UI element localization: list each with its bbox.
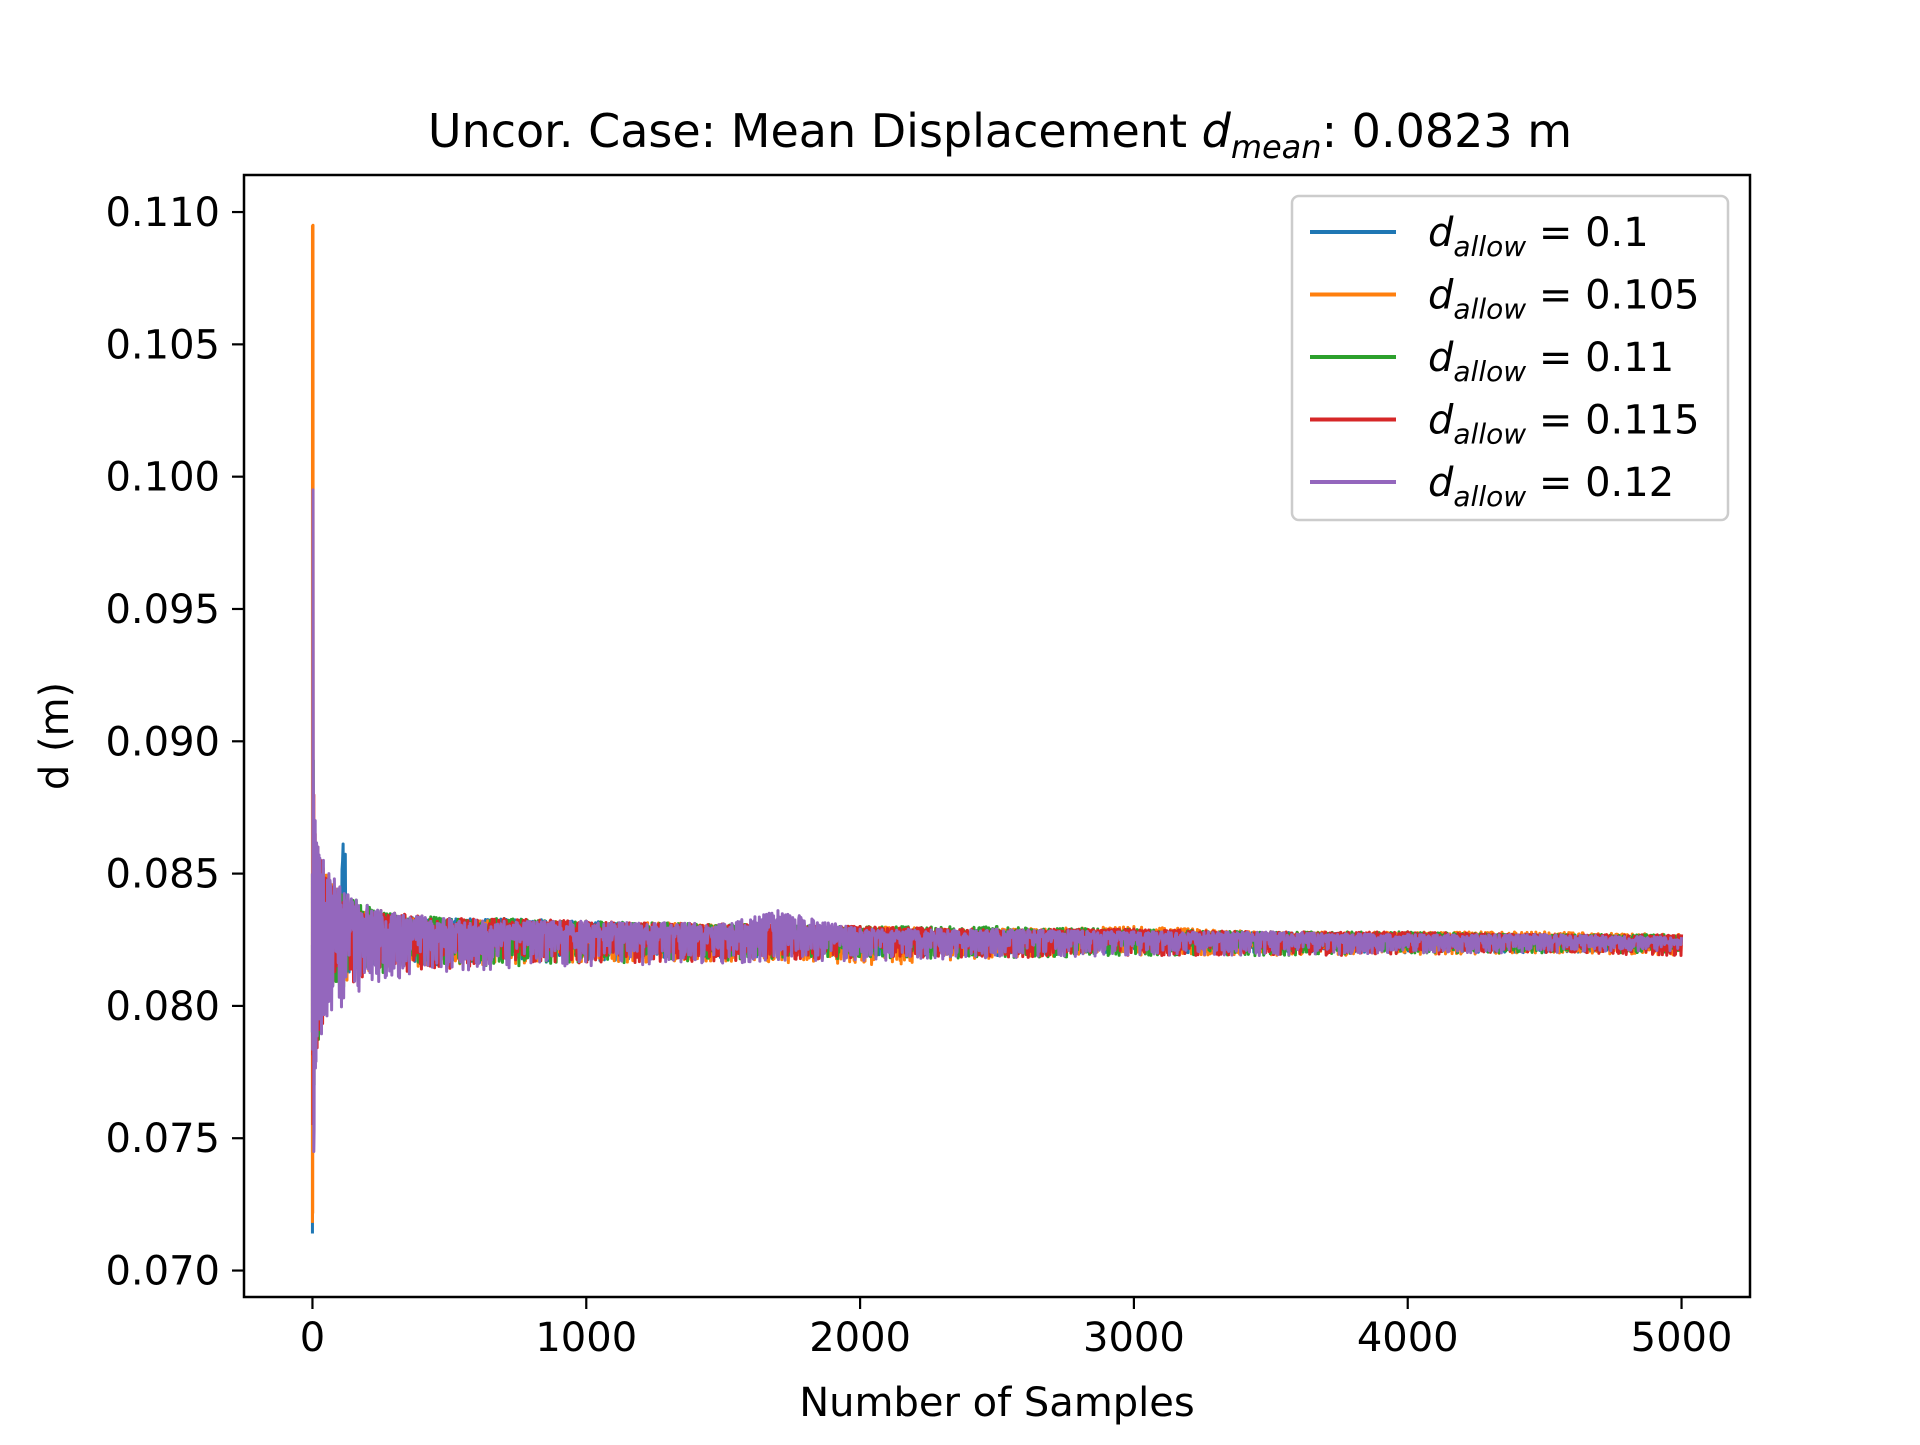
x-tick-label: 1000	[535, 1315, 637, 1361]
legend-items: dallow = 0.1 dallow = 0.105 dallow = 0.11 d…	[1310, 210, 1700, 513]
y-tick-label: 0.080	[105, 984, 220, 1030]
x-tick-label: 5000	[1631, 1315, 1733, 1361]
y-axis: 0.070 0.075 0.080 0.085 0.090 0.095 0.100 0.105…	[105, 190, 244, 1295]
legend-label: dallow = 0.1	[1428, 210, 1649, 263]
legend-label: dallow = 0.105	[1428, 273, 1700, 326]
x-axis-label: Number of Samples	[799, 1380, 1195, 1426]
y-tick-label: 0.085	[105, 852, 220, 898]
x-axis: 0 1000 2000 3000 4000 5000	[300, 1297, 1733, 1361]
legend-box	[1290, 194, 1730, 522]
y-axis-label: d (m)	[32, 682, 78, 790]
legend-label: dallow = 0.115	[1428, 398, 1700, 451]
y-tick-label: 0.075	[105, 1116, 220, 1162]
legend: dallow = 0.1 dallow = 0.105 dallow = 0.11 d…	[1290, 194, 1730, 522]
y-tick-label: 0.110	[105, 190, 220, 236]
chart-title: Uncor. Case: Mean Displacement dmean: 0.…	[428, 104, 1572, 166]
y-tick-label: 0.105	[105, 322, 220, 368]
plot-frame	[242, 173, 1752, 1299]
x-tick-label: 0	[300, 1315, 325, 1361]
x-tick-label: 3000	[1083, 1315, 1185, 1361]
x-tick-label: 2000	[809, 1315, 911, 1361]
series-layer	[310, 223, 1684, 1234]
series-line	[310, 488, 1684, 1153]
x-tick-label: 4000	[1357, 1315, 1459, 1361]
y-tick-label: 0.095	[105, 587, 220, 633]
y-tick-label: 0.100	[105, 455, 220, 501]
legend-label: dallow = 0.11	[1428, 335, 1674, 388]
legend-label: dallow = 0.12	[1428, 460, 1674, 513]
y-tick-label: 0.090	[105, 719, 220, 765]
y-tick-label: 0.070	[105, 1249, 220, 1295]
